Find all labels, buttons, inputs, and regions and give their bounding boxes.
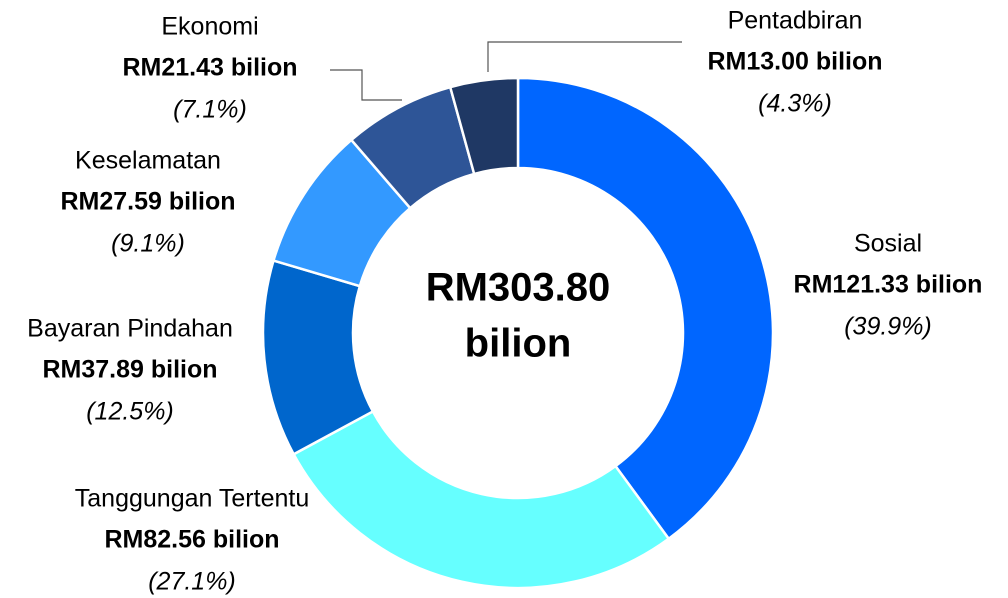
category-label: Bayaran Pindahan [27,315,233,343]
value-label: RM82.56 bilion [104,526,279,554]
category-label: Tanggungan Tertentu [75,485,309,513]
leader-line [487,41,682,72]
donut-slice [291,409,671,590]
percent-label: (4.3%) [758,90,832,118]
donut-slice [516,76,775,541]
value-label: RM121.33 bilion [794,271,983,299]
value-label: RM27.59 bilion [60,188,235,216]
percent-label: (39.9%) [844,313,932,341]
percent-label: (7.1%) [173,96,247,124]
donut-slice [448,76,520,176]
category-label: Sosial [854,230,922,258]
leader-line [330,69,402,101]
center-label: bilion [465,322,572,366]
category-label: Keselamatan [75,147,221,175]
value-label: RM21.43 bilion [122,54,297,82]
value-label: RM37.89 bilion [42,356,217,384]
percent-label: (9.1%) [111,230,185,258]
category-label: Pentadbiran [728,7,863,35]
category-label: Ekonomi [161,13,258,41]
value-label: RM13.00 bilion [707,48,882,76]
center-label: RM303.80 [426,266,611,310]
percent-label: (27.1%) [148,568,236,596]
percent-label: (12.5%) [86,398,174,426]
